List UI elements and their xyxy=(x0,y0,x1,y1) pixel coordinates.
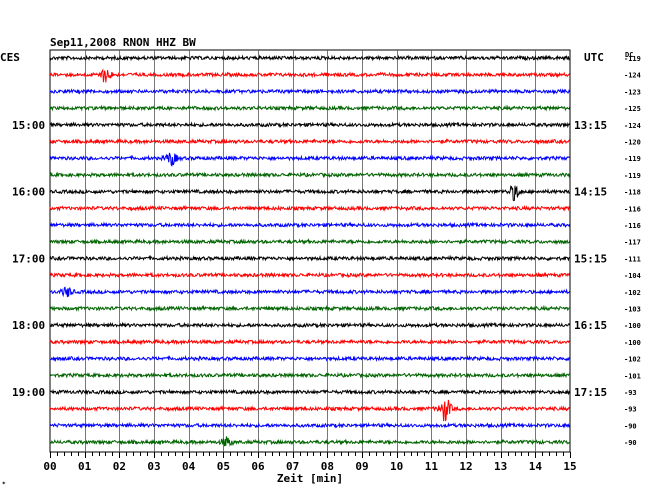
seismogram-trace-16 xyxy=(49,321,571,329)
dc-offset-label: -100 xyxy=(624,339,641,347)
x-tick-label: 01 xyxy=(78,460,92,473)
seismogram-trace-22 xyxy=(49,421,571,430)
dc-offset-label: -123 xyxy=(624,88,641,96)
dc-offset-label: -102 xyxy=(624,289,641,297)
dc-offset-label: -111 xyxy=(624,255,641,263)
left-hour-label: 16:00 xyxy=(12,186,45,199)
dc-offset-label: -124 xyxy=(624,72,641,80)
seismogram-trace-4 xyxy=(49,121,571,129)
seismogram-traces xyxy=(49,54,571,447)
x-tick-label: 06 xyxy=(251,460,265,473)
dc-offset-label: -124 xyxy=(624,122,641,130)
right-hour-label: 17:15 xyxy=(574,386,607,399)
x-tick-label: 09 xyxy=(355,460,368,473)
x-tick-label: 00 xyxy=(43,460,56,473)
dc-offset-label: -93 xyxy=(624,389,637,397)
x-tick-label: 08 xyxy=(321,460,334,473)
seismogram-trace-14 xyxy=(49,286,571,298)
seismogram-trace-3 xyxy=(49,104,571,112)
seismogram-trace-8 xyxy=(49,185,570,202)
dc-offset-label: -119 xyxy=(624,55,641,63)
seismogram-trace-23 xyxy=(49,436,570,447)
dc-offset-label: -103 xyxy=(624,306,641,314)
seismogram-trace-19 xyxy=(49,371,570,379)
dc-offset-label: -93 xyxy=(624,406,637,414)
dc-header: DC xyxy=(625,51,633,59)
seismogram-trace-13 xyxy=(49,271,571,279)
seismogram-trace-15 xyxy=(49,304,570,313)
grid-lines xyxy=(49,49,571,458)
corner-mark: * xyxy=(2,481,6,488)
dc-offset-label: -102 xyxy=(624,356,641,364)
seismogram-trace-20 xyxy=(49,388,571,396)
left-hour-label: 18:00 xyxy=(12,319,45,332)
x-axis-label: Zeit [min] xyxy=(277,472,343,485)
dc-offset-label: -90 xyxy=(624,422,637,430)
dc-offset-label: -125 xyxy=(624,105,641,113)
dc-offset-label: -116 xyxy=(624,205,641,213)
chart-title: Sep11,2008 RNON HHZ BW xyxy=(50,36,196,49)
left-hour-label: 15:00 xyxy=(12,119,45,132)
dc-offset-label: -119 xyxy=(624,172,641,180)
dc-offset-label: -116 xyxy=(624,222,641,230)
dc-offset-label: -100 xyxy=(624,322,641,330)
x-tick-label: 12 xyxy=(459,460,472,473)
dc-offset-label: -90 xyxy=(624,439,637,447)
dc-offset-label: -101 xyxy=(624,372,641,380)
dc-offset-label: -120 xyxy=(624,139,641,147)
x-tick-label: 07 xyxy=(286,460,299,473)
x-tick-label: 03 xyxy=(147,460,160,473)
seismogram-trace-7 xyxy=(49,171,571,179)
x-tick-label: 15 xyxy=(563,460,576,473)
dc-offset-label: -119 xyxy=(624,155,641,163)
seismogram-trace-10 xyxy=(49,221,571,229)
right-hour-label: 14:15 xyxy=(574,186,607,199)
seismogram-trace-21 xyxy=(49,399,571,422)
left-hour-label: 17:00 xyxy=(12,252,45,265)
plot-frame xyxy=(49,49,571,453)
right-hour-label: 15:15 xyxy=(574,252,607,265)
seismogram-trace-0 xyxy=(49,54,571,62)
x-tick-label: 14 xyxy=(529,460,543,473)
x-tick-label: 11 xyxy=(425,460,439,473)
left-hour-label: 19:00 xyxy=(12,386,45,399)
x-tick-label: 04 xyxy=(182,460,196,473)
dc-offset-label: -104 xyxy=(624,272,641,280)
dc-offset-label: -118 xyxy=(624,189,641,197)
right-hour-label: 16:15 xyxy=(574,319,607,332)
right-timezone-label: UTC xyxy=(584,51,604,64)
axis-tick-labels: 00 01 02 03 04 05 06 07 08 09 10 11 12 13 14 15 -119 -124… xyxy=(12,55,641,473)
dc-offset-label: -117 xyxy=(624,239,641,247)
seismogram-trace-18 xyxy=(49,354,571,363)
seismogram-trace-12 xyxy=(49,254,570,262)
right-hour-label: 13:15 xyxy=(574,119,607,132)
left-timezone-label: CES xyxy=(0,51,20,64)
x-tick-label: 02 xyxy=(113,460,126,473)
seismogram-trace-17 xyxy=(49,338,570,346)
seismogram-trace-9 xyxy=(49,204,571,212)
seismogram-trace-6 xyxy=(49,152,570,167)
x-tick-label: 10 xyxy=(390,460,403,473)
seismogram-trace-5 xyxy=(49,137,570,146)
seismogram-trace-2 xyxy=(49,87,571,96)
x-tick-label: 13 xyxy=(494,460,507,473)
chart-labels: Sep11,2008 RNON HHZ BW CES UTC DC Zeit [… xyxy=(0,36,633,485)
seismogram-trace-1 xyxy=(49,68,571,83)
x-tick-label: 05 xyxy=(217,460,230,473)
seismogram-trace-11 xyxy=(49,238,571,246)
